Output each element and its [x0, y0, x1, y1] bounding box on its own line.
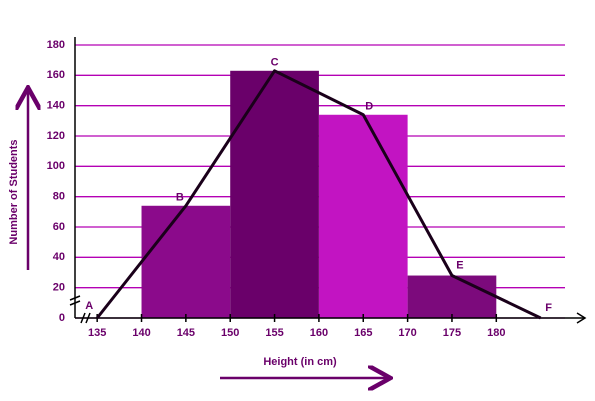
bar	[230, 70, 319, 319]
axis-end	[576, 312, 587, 324]
y-tick-label: 120	[47, 130, 65, 142]
x-axis-label: Height (in cm)	[263, 356, 337, 368]
y-tick-label: 60	[53, 221, 65, 233]
x-tick-label: 170	[398, 327, 416, 339]
x-tick-label: 165	[354, 327, 372, 339]
point-label: B	[176, 192, 184, 204]
x-tick-label: 180	[487, 327, 505, 339]
y-tick-label: 180	[47, 39, 65, 51]
point-label: D	[365, 101, 373, 113]
point-label: E	[456, 259, 463, 271]
bar	[141, 205, 231, 318]
x-tick-label: 160	[310, 327, 328, 339]
frequency-polygon	[95, 69, 542, 320]
y-tick-label: 40	[53, 251, 65, 263]
bar	[407, 275, 497, 318]
y-tick-label: 160	[47, 69, 65, 81]
y-tick-label: 20	[53, 282, 65, 294]
y-tick-label: 0	[59, 312, 65, 324]
x-tick-label: 150	[221, 327, 239, 339]
bar	[318, 114, 408, 319]
axis-break	[69, 295, 81, 306]
y-tick-label: 140	[47, 100, 65, 112]
point-label: F	[545, 302, 552, 314]
x-tick-label: 155	[265, 327, 283, 339]
x-tick-label: 135	[88, 327, 106, 339]
x-tick-label: 175	[443, 327, 461, 339]
y-tick-label: 100	[47, 160, 65, 172]
y-axis-label: Number of Students	[8, 139, 20, 244]
point-label: A	[85, 300, 93, 312]
x-tick-label: 140	[132, 327, 150, 339]
x-tick-label: 145	[177, 327, 195, 339]
y-tick-label: 80	[53, 191, 65, 203]
axis-break	[80, 312, 91, 324]
point-label: C	[271, 57, 279, 69]
